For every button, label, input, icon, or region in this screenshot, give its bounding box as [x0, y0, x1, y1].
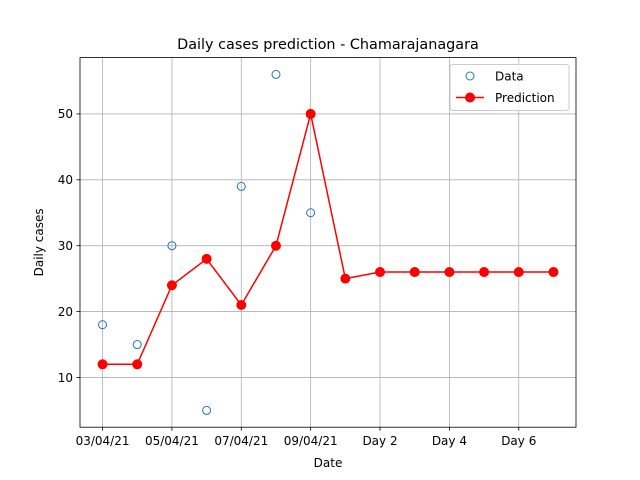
prediction-point — [375, 267, 386, 278]
data-point — [236, 181, 246, 191]
data-point — [202, 405, 212, 415]
data-point — [132, 340, 142, 350]
data-point — [306, 208, 316, 218]
x-tick-label: Day 6 — [501, 434, 536, 448]
prediction-point — [548, 267, 559, 278]
prediction-point — [479, 267, 490, 278]
prediction-point — [409, 267, 420, 278]
data-point — [167, 241, 177, 251]
legend-box — [449, 64, 570, 111]
prediction-point — [340, 273, 351, 284]
legend-item-prediction: Prediction — [456, 91, 555, 105]
plot-frame — [79, 57, 577, 428]
series-prediction — [97, 108, 559, 370]
series-layer — [97, 69, 559, 415]
prediction-point — [236, 299, 247, 310]
ticks: 03/04/21 05/04/21 07/04/21 09/04/21 Day 2 Day… — [58, 107, 537, 448]
prediction-point — [132, 359, 143, 370]
prediction-line — [102, 113, 554, 366]
y-tick-label: 30 — [58, 239, 73, 253]
prediction-point — [305, 108, 316, 119]
legend-item-data: Data — [465, 69, 524, 83]
x-axis-label: Date — [314, 456, 343, 470]
legend: Data Prediction — [449, 64, 570, 111]
x-tick-label: 03/04/21 — [76, 434, 130, 448]
x-tick-label: Day 2 — [362, 434, 397, 448]
legend-marker — [465, 71, 475, 81]
prediction-point — [444, 267, 455, 278]
legend-label: Data — [495, 69, 524, 83]
y-tick-label: 20 — [58, 305, 73, 319]
y-tick-label: 10 — [58, 371, 73, 385]
legend-label: Prediction — [495, 91, 555, 105]
prediction-point — [270, 240, 281, 251]
x-tick-label: 05/04/21 — [145, 434, 199, 448]
y-axis-label: Daily cases — [32, 208, 46, 276]
y-tick-label: 40 — [58, 173, 73, 187]
chart-title: Daily cases prediction - Chamarajanagara — [177, 37, 479, 53]
prediction-point — [166, 280, 177, 291]
grid — [80, 57, 576, 428]
legend-marker — [465, 92, 475, 103]
y-tick-label: 50 — [58, 107, 73, 121]
prediction-point — [201, 253, 212, 264]
prediction-point — [97, 359, 108, 370]
data-point — [271, 69, 281, 79]
x-tick-label: Day 4 — [432, 434, 467, 448]
data-point — [98, 320, 108, 330]
x-tick-label: 07/04/21 — [214, 434, 268, 448]
series-data — [98, 69, 316, 415]
x-tick-label: 09/04/21 — [284, 434, 338, 448]
prediction-point — [513, 267, 524, 278]
